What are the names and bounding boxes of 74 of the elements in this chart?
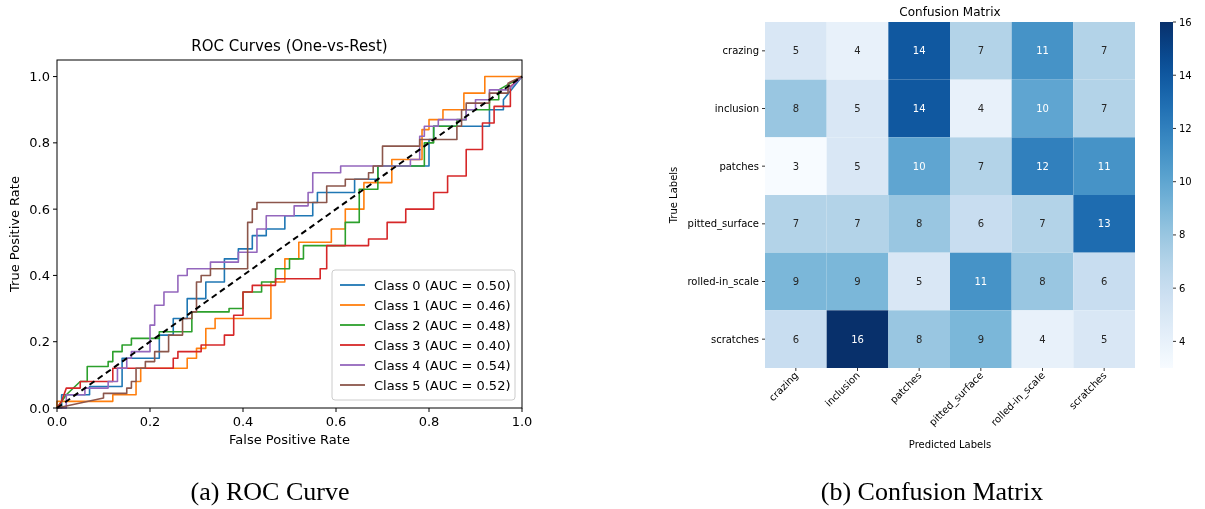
legend-label: Class 0 (AUC = 0.50): [374, 278, 511, 293]
chart-title: Confusion Matrix: [899, 5, 1001, 19]
data-label: 9: [854, 276, 861, 287]
data-label: 4: [977, 103, 985, 114]
data-label: 10: [1036, 103, 1049, 114]
data-label: 7: [1100, 103, 1108, 114]
data-label: 5: [854, 160, 861, 172]
data-label: 13: [1097, 218, 1111, 230]
legend-label: Class 4 (AUC = 0.54): [374, 358, 511, 373]
color-bar-label: 14: [1179, 69, 1192, 81]
data-label: 9: [977, 333, 985, 345]
y-axis-title: True Labels: [668, 166, 679, 225]
y-tick-label: rolled-in_scale: [687, 276, 759, 288]
y-tick-label: scratches: [710, 333, 759, 345]
data-label: 6: [1100, 276, 1108, 287]
y-tick-label: 0.4: [29, 267, 50, 283]
data-label: 7: [1039, 218, 1046, 230]
y-tick-label: 0.8: [29, 135, 50, 151]
data-label: 7: [977, 160, 985, 172]
legend-label: Class 3 (AUC = 0.40): [374, 338, 511, 353]
data-label: 11: [1036, 45, 1049, 57]
y-tick-label: patches: [719, 160, 759, 172]
y-tick-label: crazing: [722, 45, 759, 57]
data-label: 3: [792, 160, 800, 172]
text: (a) ROC Curve: [190, 477, 350, 506]
data-label: 14: [912, 45, 926, 57]
x-axis-title: False Positive Rate: [229, 432, 350, 447]
data-label: 7: [792, 218, 800, 230]
color-bar-label: 16: [1179, 16, 1192, 28]
data-label: 8: [1039, 276, 1046, 287]
data-label: 9: [792, 276, 800, 287]
data-label: 7: [977, 45, 985, 57]
data-label: 12: [1036, 160, 1049, 172]
data-label: 10: [912, 160, 926, 172]
data-label: 8: [792, 103, 800, 114]
data-label: 7: [1100, 45, 1108, 57]
data-label: 14: [912, 103, 926, 114]
x-tick-label: 0.4: [232, 414, 254, 429]
color-bar-label: 10: [1179, 176, 1192, 188]
color-bar-label: 8: [1179, 229, 1186, 241]
y-tick-label: inclusion: [714, 103, 759, 114]
x-axis-title: Predicted Labels: [908, 439, 992, 450]
legend-label: Class 5 (AUC = 0.52): [374, 378, 511, 393]
y-axis-title: True Positive Rate: [7, 176, 22, 293]
data-label: 6: [792, 333, 800, 345]
legend-label: Class 2 (AUC = 0.48): [374, 318, 511, 333]
y-tick-label: pitted_surface: [687, 218, 759, 231]
data-label: 6: [977, 218, 985, 230]
text: (b) Confusion Matrix: [820, 477, 1044, 506]
data-label: 11: [974, 276, 988, 287]
x-tick-label: 0.6: [325, 414, 347, 429]
data-label: 7: [854, 218, 861, 230]
color-bar-label: 4: [1179, 335, 1186, 347]
data-label: 4: [1039, 333, 1046, 345]
data-label: 11: [1097, 160, 1111, 172]
data-label: 5: [1100, 333, 1108, 345]
y-tick-label: 0.2: [29, 334, 50, 350]
color-bar-label: 12: [1179, 122, 1192, 134]
data-label: 5: [854, 103, 861, 114]
data-label: 5: [915, 276, 923, 287]
data-label: 16: [851, 333, 864, 345]
x-tick-label: 1.0: [511, 414, 533, 429]
y-tick-label: 0.6: [29, 201, 50, 217]
data-label: 5: [792, 45, 800, 57]
y-tick-label: 1.0: [29, 69, 50, 85]
data-label: 8: [915, 218, 923, 230]
legend-label: Class 1 (AUC = 0.46): [374, 298, 511, 313]
color-bar-label: 6: [1179, 282, 1186, 294]
data-label: 8: [915, 333, 923, 345]
x-tick-label: 0.0: [46, 414, 68, 429]
data-label: 4: [854, 45, 861, 57]
x-tick-label: 0.2: [139, 414, 161, 429]
chart-title: ROC Curves (One-vs-Rest): [191, 37, 388, 55]
x-tick-label: 0.8: [418, 414, 440, 429]
